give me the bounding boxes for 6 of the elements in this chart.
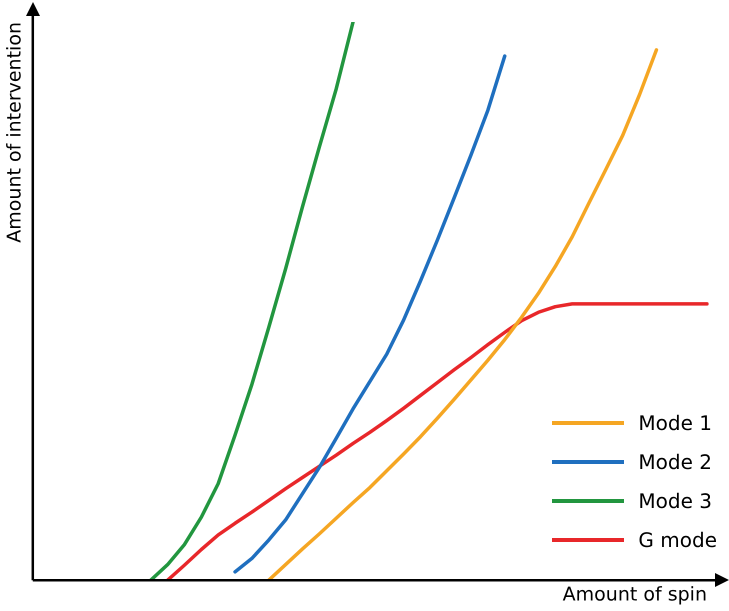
x-axis-title: Amount of spin xyxy=(562,584,707,606)
legend-label: Mode 3 xyxy=(638,488,712,512)
legend-label: Mode 2 xyxy=(638,450,712,474)
legend-label: Mode 1 xyxy=(638,410,712,434)
y-axis-title: Amount of intervention xyxy=(3,22,26,243)
legend-label: G mode xyxy=(638,528,717,552)
